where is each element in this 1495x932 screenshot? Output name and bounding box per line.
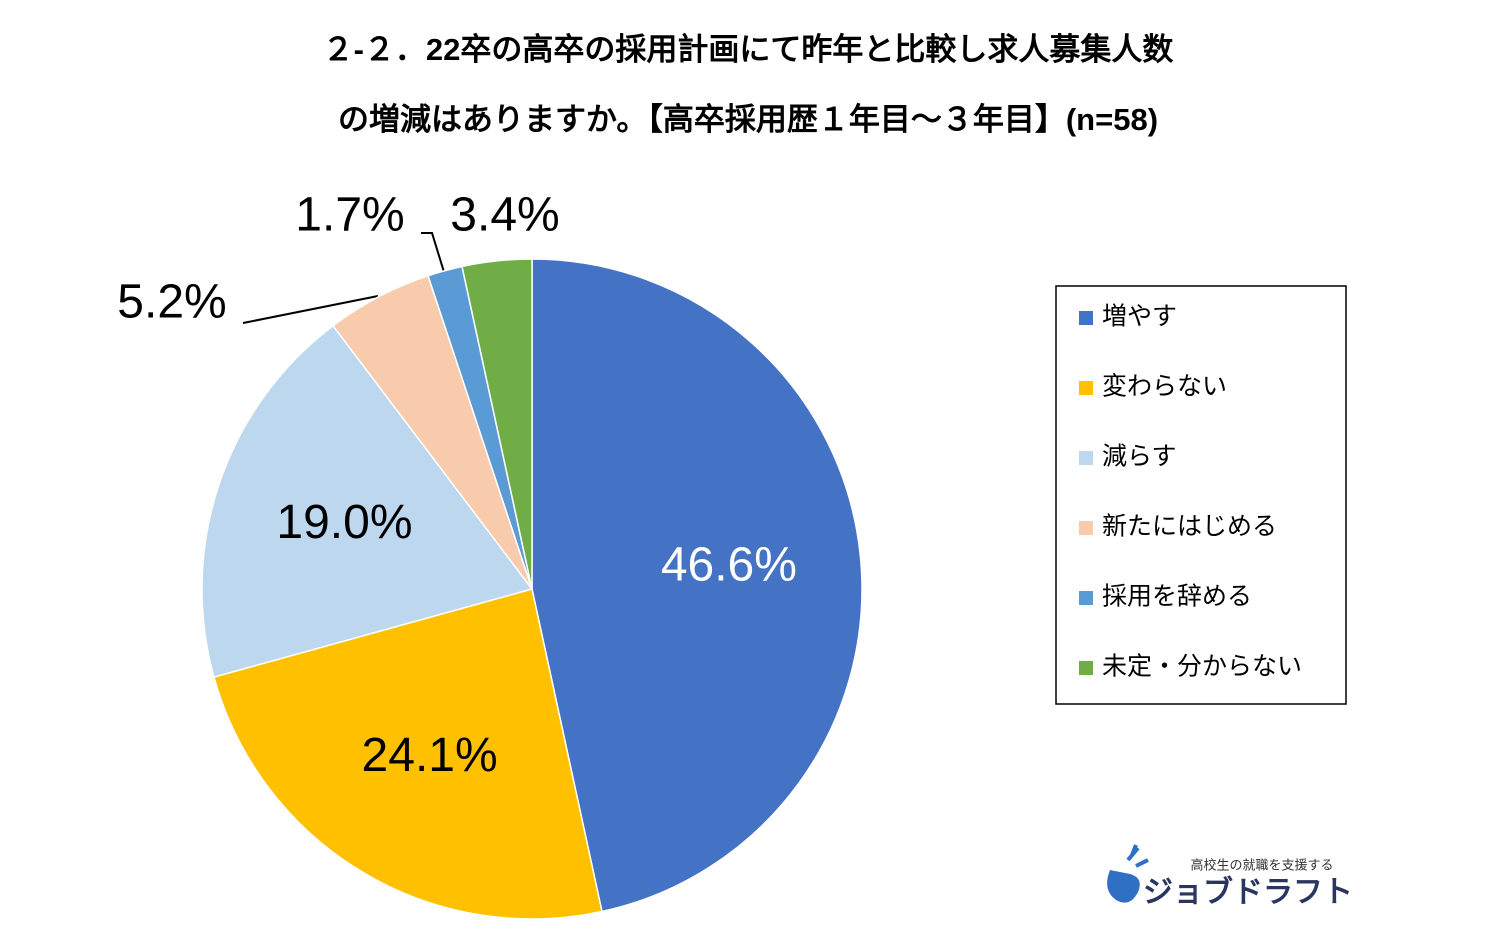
pie-slice <box>461 258 533 590</box>
data-label: 1.7% <box>295 189 404 242</box>
logo-name: ジョブドラフト <box>1143 875 1353 909</box>
chart-title: ２-２．22卒の高卒の採用計画にて昨年と比較し求人募集人数 <box>323 32 1174 67</box>
pie-slice <box>531 258 863 913</box>
data-label: 5.2% <box>117 276 226 329</box>
logo-tagline: 高校生の就職を支援する <box>1190 857 1333 872</box>
legend-box <box>1055 285 1347 705</box>
legend-label: 未定・分からない <box>1102 653 1302 681</box>
legend-label: 変わらない <box>1102 373 1227 401</box>
data-label: 3.4% <box>450 189 559 242</box>
legend-swatch <box>1079 311 1093 325</box>
data-label: 46.6% <box>661 539 797 592</box>
legend-swatch <box>1079 591 1093 605</box>
legend-label: 採用を辞める <box>1102 583 1252 611</box>
leader-line <box>421 232 445 273</box>
legend-swatch <box>1079 451 1093 465</box>
legend-swatch <box>1079 521 1093 535</box>
pie-slice <box>201 324 534 679</box>
data-label: 24.1% <box>362 729 498 782</box>
data-label: 19.0% <box>276 496 412 549</box>
legend-label: 増やす <box>1102 303 1177 331</box>
logo-icon <box>1126 844 1149 868</box>
leader-line <box>242 295 379 324</box>
legend-label: 減らす <box>1102 443 1177 471</box>
pie-slice <box>213 588 603 920</box>
legend-label: 新たにはじめる <box>1102 513 1277 541</box>
logo-icon <box>1107 870 1140 903</box>
legend-swatch <box>1079 661 1093 675</box>
legend-swatch <box>1079 381 1093 395</box>
chart-title: の増減はありますか。【高卒採用歴１年目～３年目】(n=58) <box>338 102 1158 137</box>
logo: 高校生の就職を支援する ジョブドラフト <box>1107 844 1353 909</box>
